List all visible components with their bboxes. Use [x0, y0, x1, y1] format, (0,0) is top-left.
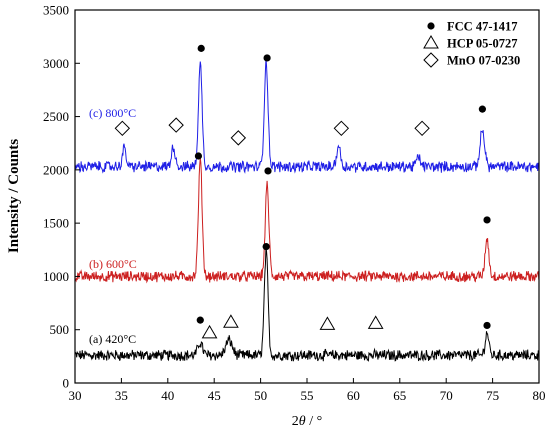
x-tick-label-8: 70: [440, 388, 453, 403]
y-tick-label-1: 500: [50, 322, 70, 337]
marker-2-0: [114, 120, 131, 137]
legend-marker-0: [427, 22, 435, 30]
marker-0-5: [367, 315, 384, 329]
series-line-2: [74, 57, 539, 174]
y-tick-label-2: 1000: [43, 269, 69, 284]
marker-2-1: [168, 117, 184, 133]
marker-2-3: [230, 130, 247, 146]
x-tick-label-7: 65: [393, 388, 406, 403]
series-label-2: (c) 800°C: [89, 106, 136, 120]
x-tick-label-6: 60: [347, 388, 360, 403]
marker-2-7: [478, 105, 486, 113]
x-tick-label-4: 50: [254, 388, 267, 403]
x-axis-title-unit: / °: [306, 414, 323, 429]
y-tick-label-4: 2000: [43, 162, 69, 177]
legend: FCC 47-1417 HCP 05-0727 MnO 07-0230: [423, 20, 520, 68]
marker-0-1: [201, 324, 218, 339]
marker-0-3: [262, 242, 270, 251]
marker-0-4: [319, 316, 336, 330]
x-tick-label-3: 45: [208, 388, 221, 403]
series-label-1: (b) 600°C: [89, 257, 137, 271]
x-axis-title: 2θ / °: [292, 414, 322, 429]
axis-layer: 30 35 40 45 50 55 60 65 70 75 80 0 500 1000 1500 2000 25…: [43, 3, 546, 404]
x-tick-label-9: 75: [486, 388, 499, 403]
legend-label-1: HCP 05-0727: [447, 37, 517, 51]
series-layer: [74, 57, 540, 363]
y-tick-label-3: 1500: [43, 216, 69, 231]
y-tick-label-7: 3500: [43, 3, 69, 18]
series-labels: (a) 420°C (b) 600°C (c) 800°C: [89, 106, 137, 346]
marker-layer: [114, 44, 491, 339]
series-label-0: (a) 420°C: [89, 332, 136, 346]
marker-1-0: [194, 152, 203, 160]
x-tick-label-5: 55: [301, 388, 314, 403]
marker-2-2: [197, 44, 205, 52]
marker-0-2: [223, 314, 239, 328]
y-tick-label-6: 3000: [43, 56, 69, 71]
marker-2-4: [263, 54, 271, 62]
marker-0-0: [196, 316, 204, 324]
marker-2-6: [414, 120, 430, 137]
marker-2-5: [333, 120, 350, 137]
x-tick-label-0: 30: [69, 388, 82, 403]
x-axis-title-number: 2: [292, 414, 299, 429]
legend-label-2: MnO 07-0230: [447, 54, 520, 68]
marker-1-2: [483, 216, 491, 224]
marker-0-6: [483, 321, 491, 330]
legend-marker-2: [423, 52, 439, 68]
legend-marker-1: [423, 35, 439, 49]
y-tick-label-5: 2500: [43, 109, 69, 124]
x-tick-label-10: 80: [533, 388, 546, 403]
series-line-0: [74, 247, 540, 363]
series-line-1: [74, 157, 540, 284]
x-tick-label-2: 40: [161, 388, 174, 403]
x-tick-label-1: 35: [115, 388, 128, 403]
marker-1-1: [264, 167, 272, 175]
y-axis-title: Intensity / Counts: [6, 139, 22, 253]
x-axis-title-theta: θ: [299, 414, 306, 429]
y-tick-label-0: 0: [63, 376, 70, 391]
legend-label-0: FCC 47-1417: [447, 20, 517, 34]
